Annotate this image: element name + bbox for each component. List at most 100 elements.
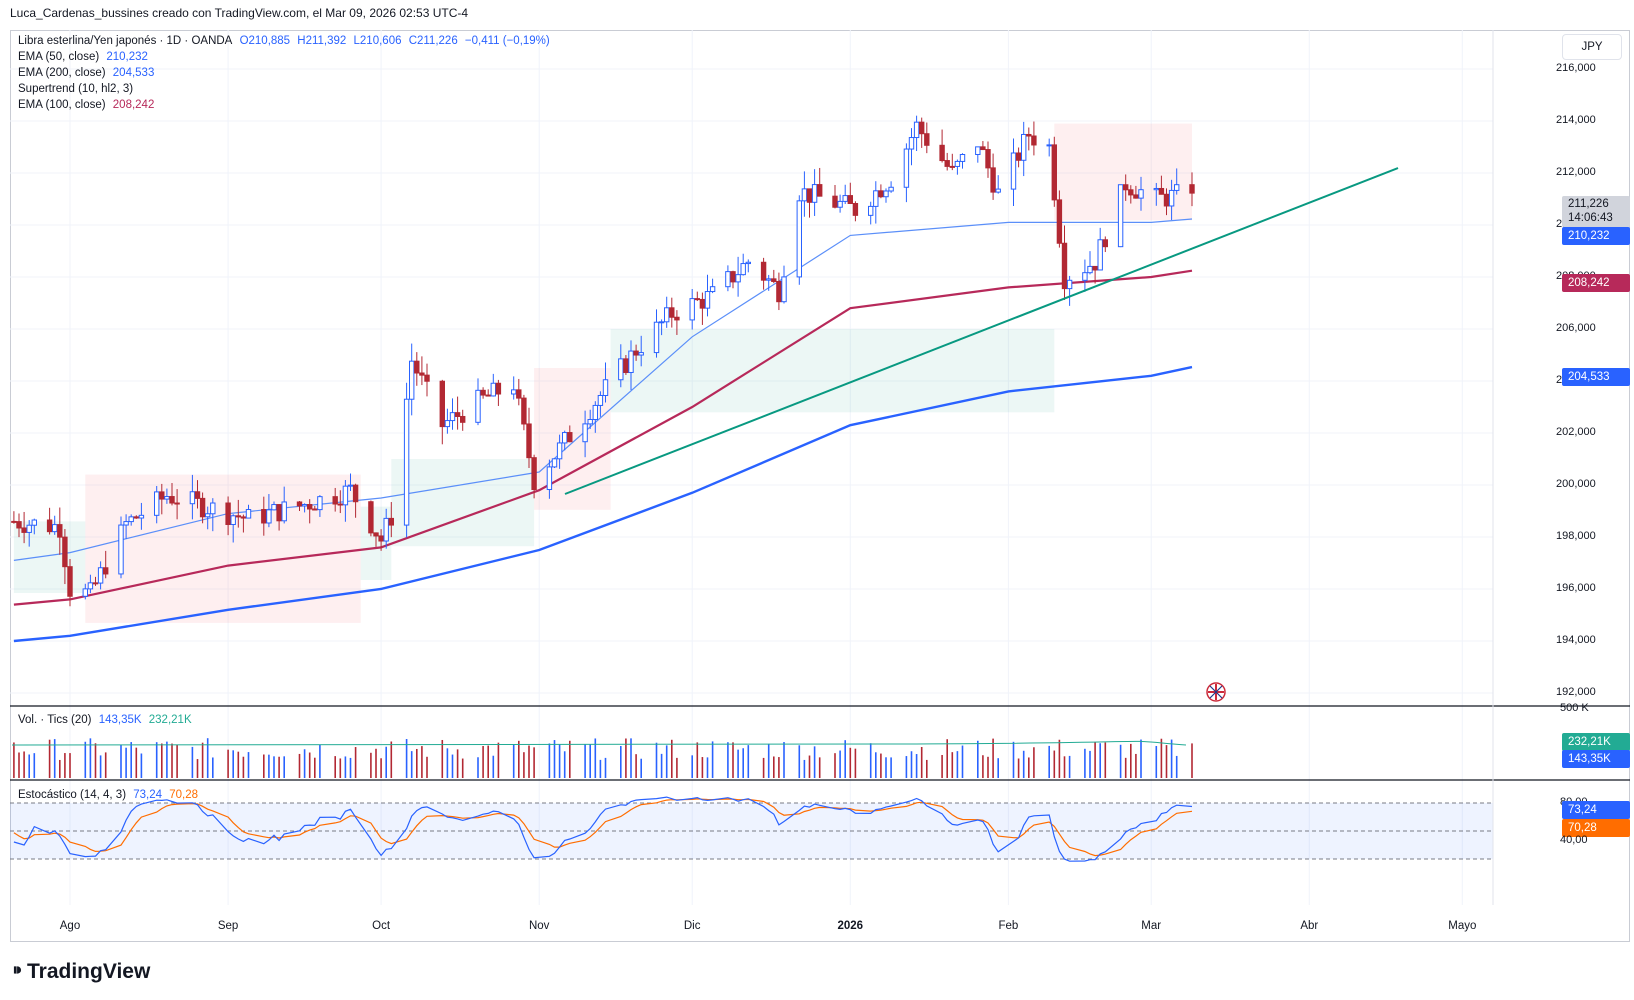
indicator-ema50[interactable]: EMA (50, close) 210,232 (18, 49, 152, 66)
indicator-value: 204,533 (112, 67, 155, 79)
candle (562, 430, 568, 451)
candle (26, 520, 32, 547)
candle (771, 269, 777, 284)
candle (342, 480, 349, 522)
supertrend-fill (13, 123, 1192, 623)
candle (245, 504, 252, 519)
candle (403, 382, 410, 538)
candle (169, 483, 175, 506)
volume-value-2: 232,21K (148, 714, 192, 726)
candle (21, 511, 27, 544)
candle (1087, 251, 1093, 275)
candle (760, 257, 767, 290)
candle (735, 256, 741, 297)
candle (449, 398, 456, 430)
candle (602, 362, 609, 403)
time-axis-tick: Sep (217, 920, 239, 932)
brand-name: TradingView (27, 960, 151, 983)
candle (1158, 175, 1165, 195)
candle (194, 480, 201, 509)
candle (995, 175, 1001, 194)
candle (980, 141, 986, 151)
indicator-value: 210,232 (106, 51, 148, 63)
candle (154, 485, 160, 524)
ema-line (13, 218, 1193, 561)
candle (959, 153, 966, 169)
candle (424, 363, 430, 397)
ema100-price-tag: 208,242 (1562, 274, 1630, 292)
volume-bars (11, 738, 1193, 778)
candle (46, 507, 53, 535)
candle (87, 574, 94, 594)
volume-label: Vol. · Tics (20) (18, 714, 92, 726)
candle (531, 454, 537, 499)
stoch-legend[interactable]: Estocástico (14, 4, 3) 73,24 70,28 (18, 787, 202, 804)
indicator-label: EMA (50, close) (18, 51, 100, 63)
candle (97, 561, 104, 590)
candle (709, 278, 716, 294)
candle (240, 514, 247, 533)
candle (628, 340, 634, 391)
indicator-ema100[interactable]: EMA (100, close) 208,242 (18, 97, 158, 114)
time-axis-tick: Mayo (1448, 920, 1477, 932)
candle (730, 270, 736, 289)
candle (511, 376, 517, 400)
candle (832, 184, 838, 209)
candle (837, 194, 843, 213)
price-axis-tick: 196,000 (1556, 582, 1596, 594)
candle (1082, 259, 1088, 292)
candle (296, 501, 303, 512)
candle (888, 181, 894, 193)
candle (490, 373, 497, 397)
candle (556, 434, 563, 469)
candle (521, 394, 527, 431)
stoch-d-line (13, 798, 1193, 857)
ema-line (13, 269, 1193, 606)
candle (551, 458, 558, 469)
candle (138, 502, 145, 530)
candle (92, 576, 99, 586)
candle (317, 495, 323, 517)
symbol-legend[interactable]: Libra esterlina/Yen japonés · 1D · OANDA… (18, 33, 554, 50)
price-axis-tick: 192,000 (1556, 686, 1596, 698)
candle (633, 344, 639, 361)
candle (62, 529, 68, 585)
candle (873, 181, 879, 224)
candle (388, 502, 395, 538)
candle (1174, 168, 1180, 195)
candle (1168, 179, 1175, 221)
stochastic-pane (10, 796, 1493, 862)
candle (1189, 172, 1195, 207)
candle (919, 117, 925, 148)
candle (745, 259, 751, 273)
indicator-supertrend[interactable]: Supertrend (10, hl2, 3) (18, 81, 137, 98)
candle (1010, 138, 1017, 207)
volume-legend[interactable]: Vol. · Tics (20) 143,35K 232,21K (18, 712, 196, 729)
currency-button[interactable]: JPY (1562, 34, 1622, 60)
price-axis-tick: 216,000 (1556, 62, 1596, 74)
indicator-ema200[interactable]: EMA (200, close) 204,533 (18, 65, 158, 82)
candle (623, 355, 629, 375)
ema-line (13, 365, 1193, 643)
candle (1046, 138, 1052, 157)
candle (954, 159, 961, 175)
candle (174, 489, 180, 520)
tradingview-logo[interactable]: ⁍ TradingView (12, 958, 150, 984)
candle (133, 515, 140, 519)
volume-tag-1: 232,21K (1562, 733, 1630, 751)
price-axis-tick: 198,000 (1556, 530, 1596, 542)
candle (878, 184, 884, 199)
symbol-name: Libra esterlina/Yen japonés · 1D · OANDA (18, 35, 233, 47)
candle (281, 486, 287, 524)
candle (924, 122, 930, 154)
candle (312, 505, 318, 511)
candle (67, 559, 73, 607)
volume-axis-top: 500 K (1560, 702, 1589, 714)
candle (301, 503, 308, 513)
candle (868, 201, 874, 225)
candle (939, 129, 945, 163)
flag-icon[interactable] (1206, 682, 1226, 702)
candle (128, 514, 134, 526)
time-axis-tick: Abr (1300, 920, 1319, 932)
